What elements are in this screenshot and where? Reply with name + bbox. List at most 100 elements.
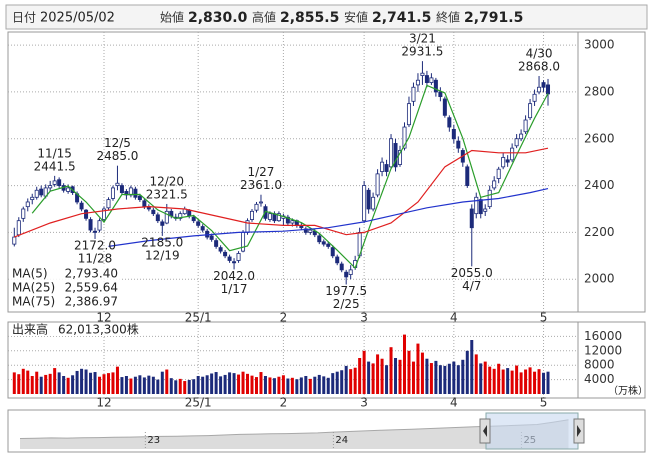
volume-bar: [129, 378, 133, 394]
annotation-price: 2485.0: [96, 149, 138, 163]
volume-bar: [106, 373, 110, 394]
candle-body: [330, 247, 335, 257]
volume-bar: [483, 361, 487, 394]
volume-unit: （万株）: [608, 384, 648, 397]
candle-body: [164, 210, 169, 224]
candle-body: [21, 208, 26, 219]
navigator-window[interactable]: [485, 412, 579, 450]
volume-bar: [308, 378, 312, 394]
annotation-price: 2931.5: [401, 45, 443, 59]
volume-bar: [246, 373, 250, 394]
legend-value: 2,559.64: [65, 281, 118, 295]
volume-bar: [201, 376, 205, 394]
legend-box: [10, 266, 120, 310]
volume-legend-name: 出来高: [12, 322, 48, 337]
candle-body: [88, 219, 93, 231]
candle-body: [321, 241, 326, 245]
candle-body: [97, 220, 102, 231]
field-value: 2,791.5: [464, 10, 523, 26]
candle-body: [285, 216, 290, 224]
candle-body: [79, 202, 84, 210]
volume-bar: [156, 379, 160, 394]
volume-bar: [420, 352, 424, 394]
volume-bar: [304, 376, 308, 394]
y-tick-label: 2200: [584, 225, 615, 239]
candle-body: [106, 199, 111, 209]
volume-bar: [542, 372, 546, 394]
annotation-date: 11/15: [37, 146, 72, 160]
volume-bar: [411, 361, 415, 394]
annotation-date: 4/30: [526, 47, 553, 61]
volume-bar: [237, 374, 241, 394]
candle-body: [465, 166, 470, 186]
volume-bar: [138, 375, 142, 394]
y-tick-label: 16000: [584, 329, 622, 343]
ma-line: [14, 147, 549, 238]
volume-bar: [510, 370, 514, 394]
annotation-date: 3/21: [409, 32, 436, 46]
volume-bar: [519, 372, 523, 394]
volume-bar: [228, 372, 232, 394]
volume-bar: [35, 371, 39, 394]
candle-body: [339, 263, 344, 271]
volume-bar: [277, 376, 281, 394]
volume-bar: [75, 370, 79, 394]
candle-body: [402, 126, 407, 149]
candle-body: [496, 168, 501, 179]
volume-bar: [546, 371, 550, 394]
volume-bar: [344, 365, 348, 394]
volume-bar: [263, 376, 267, 394]
x-tick-label: 25/1: [185, 396, 212, 410]
handle-arrow: [483, 425, 487, 437]
x-tick-label: 5: [540, 396, 548, 410]
y-tick-label: 2800: [584, 84, 615, 98]
annotation-date: 1/17: [221, 282, 248, 296]
volume-bar: [272, 378, 276, 394]
volume-bar: [196, 376, 200, 394]
volume-bar: [30, 376, 34, 394]
navigator-year-label: 23: [147, 435, 160, 446]
candle-body: [12, 236, 17, 245]
volume-bar: [492, 368, 496, 394]
volume-bar: [115, 366, 119, 394]
x-tick-label: 3: [360, 311, 368, 325]
navigator-line: [19, 419, 569, 439]
candle-body: [187, 209, 192, 217]
candle-body: [510, 147, 515, 161]
volume-bar: [524, 369, 528, 394]
volume-bar: [461, 359, 465, 394]
y-tick-label: 2400: [584, 178, 615, 192]
candle-body: [115, 182, 120, 186]
volume-legend-box: [10, 323, 142, 336]
annotation-date: 1/27: [247, 165, 274, 179]
field-label: 安値: [344, 10, 368, 25]
candle-body: [102, 208, 107, 220]
volume-bar: [93, 372, 97, 394]
volume-bar: [528, 367, 532, 394]
candle-body: [380, 161, 385, 172]
volume-bar: [98, 376, 102, 394]
candle-body: [474, 196, 479, 215]
y-tick-label: 3000: [584, 38, 615, 52]
volume-bar: [62, 376, 66, 394]
volume-bar: [349, 369, 353, 394]
volume-bar: [380, 358, 384, 394]
navigator-year-label: 24: [335, 435, 348, 446]
candle-body: [254, 203, 259, 211]
annotation-price: 2361.0: [240, 178, 282, 192]
volume-bar: [214, 372, 218, 394]
volume-bar: [151, 376, 155, 394]
candle-body: [232, 261, 237, 264]
y-tick-label: 8000: [584, 358, 615, 372]
volume-bar: [425, 358, 429, 394]
candle-body: [178, 213, 183, 219]
annotation-price: 2042.0: [213, 269, 255, 283]
x-tick-label: 4: [450, 396, 458, 410]
volume-bar: [479, 363, 483, 394]
volume-bar: [89, 372, 93, 394]
candle-body: [119, 185, 124, 194]
candle-body: [52, 180, 57, 185]
candle-body: [205, 230, 210, 238]
field-label: 高値: [252, 10, 276, 25]
volume-bar: [57, 372, 61, 394]
